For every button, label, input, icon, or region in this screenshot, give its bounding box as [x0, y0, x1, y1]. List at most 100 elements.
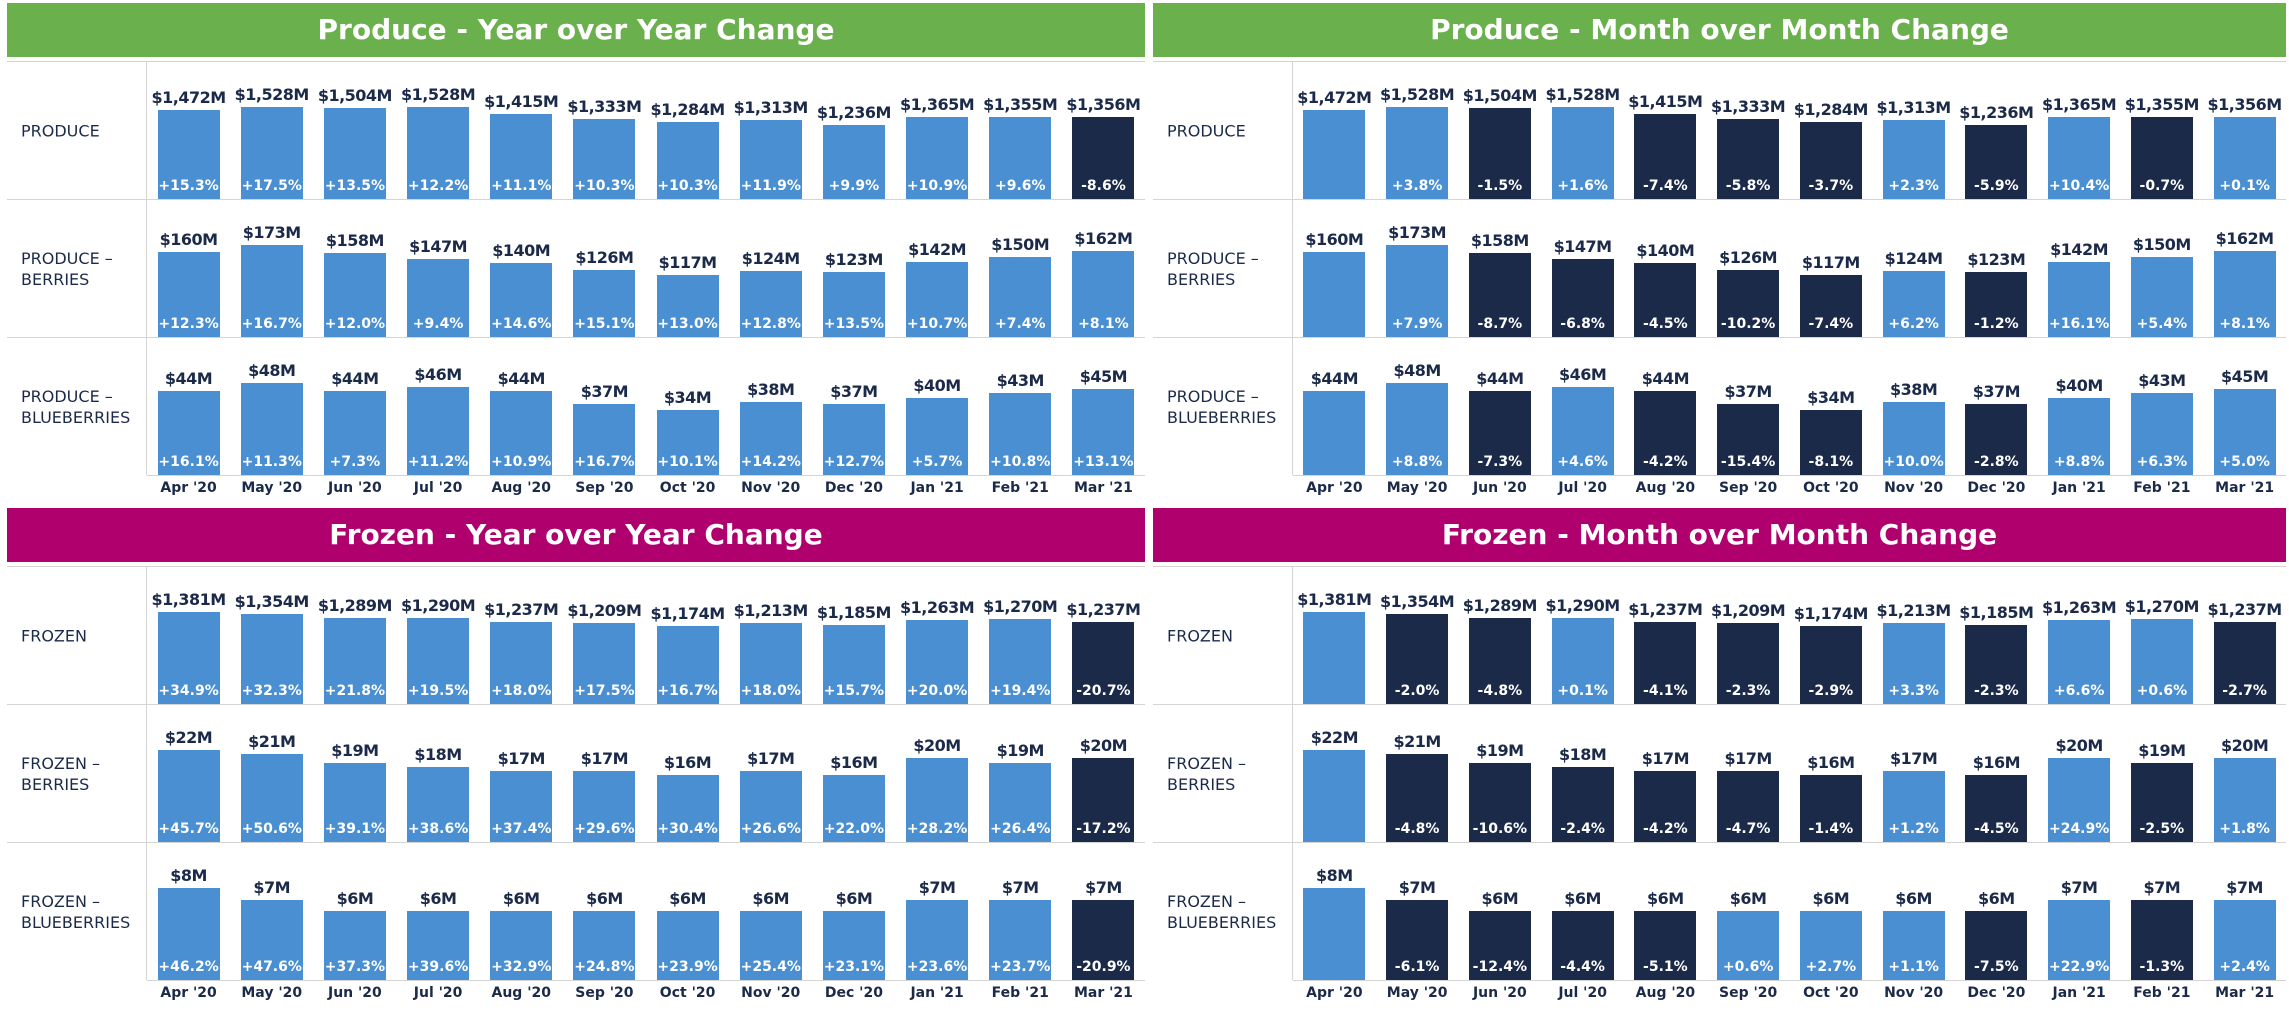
change-label: -2.3%: [1725, 683, 1771, 699]
value-label: $7M: [2226, 877, 2263, 897]
bar: +10.4%: [2048, 116, 2111, 199]
bar: +12.0%: [323, 252, 386, 337]
bar: +15.7%: [822, 625, 885, 704]
change-label: +1.2%: [1888, 821, 1939, 837]
value-label: $6M: [1895, 889, 1932, 908]
bar: +22.9%: [2048, 899, 2111, 980]
bar: +1.6%: [1551, 107, 1614, 199]
bar: +0.1%: [2213, 117, 2276, 199]
change-label: +13.0%: [657, 316, 718, 332]
chart-row: FROZEN – BERRIES +45.7% $22M +50.6% $21M +39.…: [7, 704, 1145, 842]
value-label: $43M: [2138, 370, 2186, 390]
change-label: +29.6%: [574, 821, 635, 837]
value-label: $6M: [1729, 889, 1767, 908]
change-label: +23.7%: [990, 959, 1051, 975]
bar: +38.6%: [407, 766, 470, 842]
bar: +14.6%: [490, 262, 553, 337]
bar: +10.9%: [906, 116, 969, 199]
bar: +10.8%: [989, 392, 1052, 475]
value-label: $1,270M: [983, 597, 1058, 617]
bar: +4.6%: [1551, 386, 1614, 475]
change-label: +10.4%: [2048, 178, 2110, 194]
value-label: $18M: [1558, 744, 1607, 764]
change-label: +23.1%: [823, 959, 885, 975]
change-label: -1.3%: [2139, 959, 2185, 975]
value-label: $38M: [1889, 380, 1938, 400]
change-label: -4.7%: [1725, 821, 1771, 837]
value-label: $1,381M: [1297, 590, 1372, 609]
change-label: -2.0%: [1394, 683, 1440, 699]
bar: +11.3%: [240, 383, 303, 475]
bar: +6.6%: [2048, 619, 2111, 704]
bar: +26.6%: [739, 770, 802, 842]
change-label: +26.4%: [990, 821, 1051, 837]
bar: +12.8%: [739, 271, 802, 337]
value-label: $8M: [1316, 866, 1353, 885]
value-label: $126M: [1719, 248, 1778, 267]
value-label: $1,354M: [1380, 591, 1455, 611]
bar: +2.7%: [1799, 911, 1862, 980]
value-label: $1,289M: [1462, 596, 1538, 616]
change-label: +24.8%: [574, 959, 635, 975]
value-label: $1,528M: [400, 85, 476, 104]
x-tick-label: Jan '21: [910, 480, 964, 496]
x-tick-label: Jul '20: [413, 480, 463, 496]
x-tick-label: Oct '20: [1803, 985, 1859, 1001]
value-label: $7M: [1001, 877, 1039, 897]
change-label: +16.1%: [158, 454, 219, 470]
change-label: +10.7%: [906, 316, 968, 332]
chart-panel: Frozen - Year over Year Change FROZEN +34.…: [7, 508, 1145, 1008]
bar: -4.7%: [1717, 770, 1780, 842]
x-tick-label: Mar '21: [2215, 985, 2275, 1001]
bar: +10.3%: [573, 118, 636, 199]
value-label: $43M: [996, 370, 1045, 390]
value-label: $6M: [752, 889, 790, 908]
value-label: $1,354M: [234, 591, 310, 611]
change-label: -5.1%: [1643, 959, 1688, 975]
change-label: +28.2%: [906, 821, 968, 837]
value-label: $140M: [492, 240, 551, 260]
change-label: +23.6%: [906, 959, 968, 975]
axis-line: [147, 475, 1145, 476]
value-label: $44M: [164, 368, 213, 388]
change-label: -2.4%: [1560, 821, 1605, 837]
value-label: $160M: [1305, 229, 1364, 249]
x-tick-label: Dec '20: [824, 480, 883, 496]
bar: -2.5%: [2130, 762, 2193, 842]
change-label: +16.7%: [574, 454, 635, 470]
value-label: $1,263M: [2042, 597, 2117, 617]
bar: +46.2%: [157, 888, 220, 980]
value-label: $6M: [835, 889, 873, 908]
x-tick-label: Sep '20: [575, 480, 634, 496]
value-label: $7M: [2143, 877, 2181, 897]
bar: -4.5%: [1634, 262, 1697, 337]
bar: +0.6%: [2130, 619, 2193, 704]
x-tick-label: Dec '20: [1967, 480, 2026, 496]
value-label: $158M: [1470, 230, 1529, 250]
change-label: +9.9%: [828, 178, 880, 194]
bar: [1303, 750, 1366, 842]
change-label: -2.8%: [1974, 454, 2019, 470]
value-label: $6M: [502, 889, 540, 908]
change-label: +14.6%: [491, 316, 552, 332]
value-label: $147M: [409, 236, 468, 256]
value-label: $1,213M: [1876, 601, 1952, 621]
bar: -20.7%: [1072, 621, 1135, 704]
change-label: -4.4%: [1560, 959, 1605, 975]
change-label: +10.3%: [657, 178, 718, 194]
change-label: +12.2%: [407, 178, 469, 194]
change-label: +2.3%: [1888, 178, 1939, 194]
change-label: -7.4%: [1643, 178, 1688, 194]
value-label: $1,270M: [2124, 597, 2200, 617]
bar: -2.3%: [1965, 625, 2028, 704]
chart-row: PRODUCE – BLUEBERRIES +16.1% $44M +11.3% $48…: [7, 337, 1145, 475]
value-label: $1,237M: [1066, 599, 1141, 619]
change-label: +39.1%: [324, 821, 386, 837]
row-divider: [1292, 61, 1293, 475]
value-label: $7M: [1398, 877, 1436, 897]
bar: +29.6%: [573, 770, 636, 842]
value-label: $6M: [336, 889, 374, 908]
value-label: $6M: [1481, 889, 1519, 908]
chart-panel: Produce - Month over Month Change PRODUCE…: [1153, 3, 2286, 503]
change-label: +5.4%: [2136, 316, 2188, 332]
